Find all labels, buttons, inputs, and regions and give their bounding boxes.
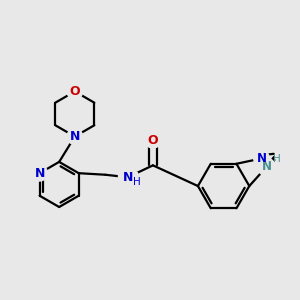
Text: O: O [148,134,158,147]
Text: N: N [256,152,267,165]
Circle shape [67,84,83,99]
Text: O: O [70,85,80,98]
Circle shape [32,165,47,181]
Text: N: N [262,160,272,173]
Text: H: H [273,154,280,164]
Circle shape [67,129,83,144]
Text: H: H [133,177,140,187]
Text: N: N [70,130,80,143]
Text: N: N [123,171,133,184]
Circle shape [258,158,275,176]
Circle shape [145,133,161,148]
Text: N: N [34,167,45,180]
Bar [118,172,137,186]
Circle shape [254,151,269,166]
